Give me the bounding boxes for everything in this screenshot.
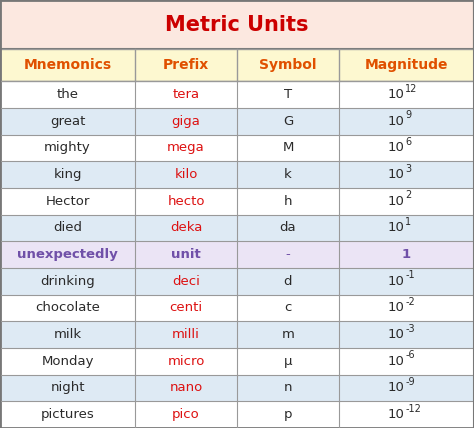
Text: T: T xyxy=(284,88,292,101)
Text: Hector: Hector xyxy=(46,195,90,208)
Text: c: c xyxy=(284,301,292,315)
Text: -6: -6 xyxy=(405,351,415,360)
Text: milk: milk xyxy=(54,328,82,341)
Text: d: d xyxy=(284,275,292,288)
Text: 10: 10 xyxy=(387,88,404,101)
Text: n: n xyxy=(284,381,292,395)
Text: chocolate: chocolate xyxy=(35,301,100,315)
Text: drinking: drinking xyxy=(40,275,95,288)
Text: micro: micro xyxy=(167,355,205,368)
Text: 3: 3 xyxy=(405,164,411,174)
Text: 12: 12 xyxy=(405,84,418,94)
Text: p: p xyxy=(284,408,292,421)
Text: h: h xyxy=(284,195,292,208)
Text: 10: 10 xyxy=(387,222,404,235)
Text: m: m xyxy=(282,328,294,341)
Text: 1: 1 xyxy=(405,217,411,227)
Text: unexpectedly: unexpectedly xyxy=(17,248,118,261)
Text: 10: 10 xyxy=(387,142,404,155)
Text: night: night xyxy=(50,381,85,395)
Text: mega: mega xyxy=(167,142,205,155)
Text: hecto: hecto xyxy=(167,195,205,208)
Text: 6: 6 xyxy=(405,137,411,147)
Text: -9: -9 xyxy=(405,377,415,387)
Text: 10: 10 xyxy=(387,408,404,421)
Text: Symbol: Symbol xyxy=(259,58,317,72)
Text: king: king xyxy=(53,168,82,181)
Bar xyxy=(0,135,474,161)
Text: -12: -12 xyxy=(405,404,421,414)
Text: died: died xyxy=(53,222,82,235)
Bar xyxy=(0,321,474,348)
Text: Prefix: Prefix xyxy=(163,58,209,72)
Text: great: great xyxy=(50,115,85,128)
Text: 2: 2 xyxy=(405,190,411,200)
Text: k: k xyxy=(284,168,292,181)
Text: 10: 10 xyxy=(387,168,404,181)
Bar xyxy=(0,49,474,81)
Text: -: - xyxy=(285,248,291,261)
Text: nano: nano xyxy=(169,381,203,395)
Text: 10: 10 xyxy=(387,301,404,315)
Bar xyxy=(0,108,474,135)
Text: 10: 10 xyxy=(387,115,404,128)
Text: milli: milli xyxy=(172,328,200,341)
Text: Metric Units: Metric Units xyxy=(165,15,309,35)
Text: 10: 10 xyxy=(387,381,404,395)
Bar xyxy=(0,161,474,188)
Text: 10: 10 xyxy=(387,355,404,368)
Bar xyxy=(0,0,474,49)
Text: tera: tera xyxy=(173,88,200,101)
Text: centi: centi xyxy=(170,301,202,315)
Text: mighty: mighty xyxy=(44,142,91,155)
Bar xyxy=(0,188,474,215)
Text: G: G xyxy=(283,115,293,128)
Bar xyxy=(0,401,474,428)
Text: Monday: Monday xyxy=(41,355,94,368)
Text: pictures: pictures xyxy=(41,408,94,421)
Text: the: the xyxy=(56,88,79,101)
Bar xyxy=(0,294,474,321)
Text: kilo: kilo xyxy=(174,168,198,181)
Bar xyxy=(0,348,474,374)
Text: deka: deka xyxy=(170,222,202,235)
Text: deci: deci xyxy=(172,275,200,288)
Text: μ: μ xyxy=(284,355,292,368)
Text: -3: -3 xyxy=(405,324,415,334)
Bar xyxy=(0,215,474,241)
Text: 9: 9 xyxy=(405,110,411,120)
Text: 1: 1 xyxy=(402,248,411,261)
Text: -1: -1 xyxy=(405,270,415,280)
Text: 10: 10 xyxy=(387,328,404,341)
Bar xyxy=(0,374,474,401)
Bar xyxy=(0,268,474,294)
Text: 10: 10 xyxy=(387,275,404,288)
Text: da: da xyxy=(280,222,296,235)
Text: giga: giga xyxy=(172,115,201,128)
Text: Magnitude: Magnitude xyxy=(365,58,448,72)
Bar xyxy=(0,241,474,268)
Text: unit: unit xyxy=(171,248,201,261)
Text: Mnemonics: Mnemonics xyxy=(24,58,111,72)
Text: -2: -2 xyxy=(405,297,415,307)
Text: pico: pico xyxy=(172,408,200,421)
Text: 10: 10 xyxy=(387,195,404,208)
Text: M: M xyxy=(283,142,293,155)
Bar xyxy=(0,81,474,108)
